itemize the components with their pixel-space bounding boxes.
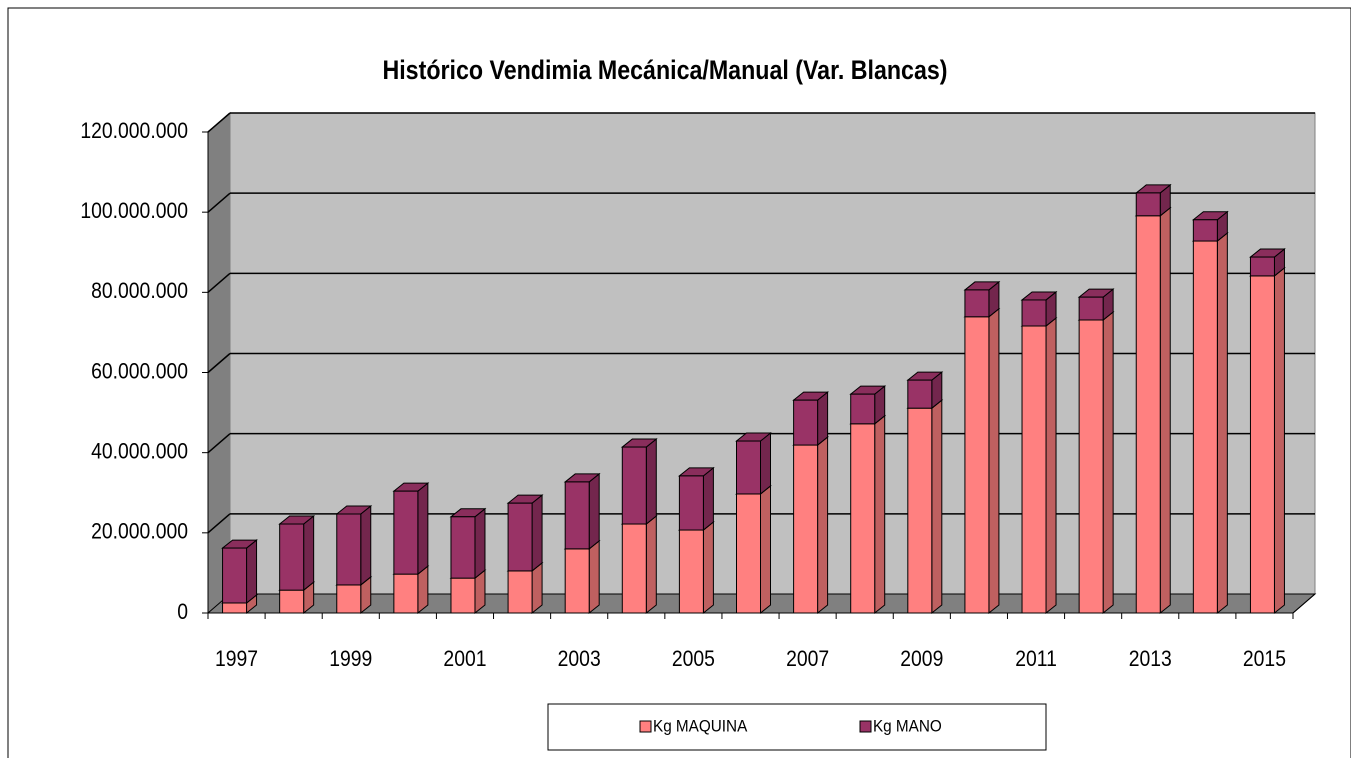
bar-side (588, 472, 600, 550)
bar (736, 440, 761, 495)
grid-line-side (207, 112, 231, 133)
bar (964, 316, 990, 614)
bar-side (531, 561, 543, 615)
bar (850, 423, 876, 614)
bar (336, 513, 362, 586)
legend (547, 703, 1047, 751)
bar (222, 547, 248, 604)
bar-side (303, 514, 315, 592)
legend-swatch (859, 720, 872, 733)
bar (564, 548, 590, 614)
chart-title: Histórico Vendimia Mecánica/Manual (Var.… (382, 56, 947, 86)
bar (1078, 319, 1104, 614)
legend-swatch (639, 720, 652, 733)
bar (793, 399, 819, 446)
bar (393, 490, 419, 575)
x-tick-label: 2015 (1243, 647, 1286, 671)
bar (222, 602, 248, 614)
bar (793, 444, 819, 614)
bar (1192, 219, 1218, 242)
bar-side (1045, 316, 1057, 615)
bar (1249, 275, 1275, 614)
bar-side (645, 514, 657, 615)
y-tick-label: 80.000.000 (91, 279, 188, 303)
bar (1078, 296, 1104, 321)
bar (907, 379, 933, 409)
grid-line-side (207, 433, 231, 454)
bar-side (360, 504, 372, 586)
x-tick-label: 2001 (443, 647, 486, 671)
bar (1135, 192, 1161, 217)
bar (1135, 215, 1161, 614)
bar-side (645, 438, 657, 526)
bar (507, 570, 533, 614)
grid-line-side (207, 513, 231, 534)
bar-side (702, 466, 714, 532)
grid-line-side (207, 352, 231, 374)
bar-side (1273, 266, 1285, 615)
x-axis-edge (1292, 593, 1316, 614)
bar-side (246, 539, 258, 605)
bar (907, 407, 933, 614)
y-tick-label: 0 (177, 600, 188, 624)
bar (393, 573, 419, 614)
y-tick-label: 100.000.000 (80, 199, 188, 223)
bar-side (760, 432, 771, 495)
y-tick-label: 20.000.000 (91, 520, 188, 544)
bar (678, 529, 704, 614)
x-tick-label: 1997 (215, 647, 258, 671)
x-tick-label: 2005 (672, 647, 715, 671)
bar-side (531, 494, 543, 572)
bar (279, 589, 305, 614)
bar (1192, 240, 1218, 614)
x-tick-label: 2009 (900, 647, 943, 671)
bar-side (760, 484, 771, 615)
grid-line-side (207, 192, 231, 213)
bar (450, 516, 476, 579)
y-tick-label: 120.000.000 (80, 119, 188, 143)
bar (736, 493, 761, 614)
x-tick-label: 2007 (786, 647, 829, 671)
bar (336, 584, 362, 614)
bar (279, 523, 305, 591)
x-tick-label: 1999 (329, 647, 372, 671)
x-tick-label: 2013 (1129, 647, 1172, 671)
bar (621, 446, 647, 525)
bar-side (817, 391, 829, 447)
grid-line-side (207, 272, 231, 293)
bar (450, 577, 476, 614)
bar (564, 481, 590, 550)
bar-side (817, 436, 829, 615)
bar-side (931, 399, 943, 615)
bar-side (874, 414, 886, 615)
bar-side (417, 482, 429, 576)
bar-side (1102, 310, 1114, 615)
bar (507, 502, 533, 572)
bar-side (474, 507, 486, 580)
bar (964, 289, 990, 318)
bar-side (988, 307, 1000, 615)
bar (850, 393, 876, 425)
legend-label: Kg MAQUINA (653, 717, 747, 736)
bar-side (1216, 231, 1228, 615)
bar (621, 523, 647, 614)
y-tick-label: 40.000.000 (91, 439, 188, 463)
x-tick-label: 2011 (1015, 647, 1057, 671)
legend-label: Kg MANO (873, 717, 942, 736)
y-tick-label: 60.000.000 (91, 359, 188, 383)
bar (1021, 299, 1047, 327)
x-tick-label: 2003 (558, 647, 601, 671)
bar-side (1159, 206, 1171, 615)
bar (1249, 256, 1275, 277)
bar-side (702, 520, 714, 615)
bar-side (588, 539, 600, 615)
bar (678, 475, 704, 531)
bar (1021, 325, 1047, 614)
